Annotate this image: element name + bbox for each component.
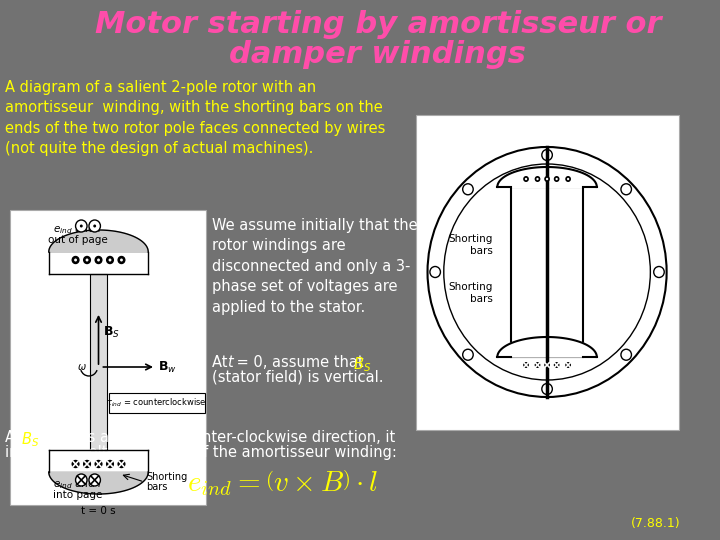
Circle shape — [120, 259, 123, 261]
Circle shape — [74, 259, 77, 261]
Circle shape — [89, 220, 100, 232]
Circle shape — [94, 225, 96, 227]
Text: bars: bars — [469, 246, 492, 256]
Circle shape — [89, 474, 100, 486]
Circle shape — [444, 164, 650, 380]
Circle shape — [535, 362, 541, 368]
FancyBboxPatch shape — [9, 210, 206, 505]
Circle shape — [97, 259, 100, 261]
Circle shape — [565, 362, 571, 368]
Text: out of page: out of page — [48, 235, 107, 245]
Circle shape — [430, 267, 441, 278]
Text: induces a voltage in bars of the amortisseur winding:: induces a voltage in bars of the amortis… — [5, 445, 397, 460]
Text: $B_S$: $B_S$ — [353, 355, 371, 374]
Text: t: t — [227, 355, 233, 370]
Bar — [510, 187, 583, 357]
Circle shape — [621, 184, 631, 195]
Circle shape — [118, 256, 125, 264]
Text: $e_{ind}$ and $i$: $e_{ind}$ and $i$ — [53, 222, 102, 236]
Polygon shape — [498, 167, 597, 187]
Text: damper windings: damper windings — [230, 40, 526, 69]
Text: Shorting: Shorting — [448, 282, 492, 292]
Text: $B_S$: $B_S$ — [21, 430, 40, 449]
Text: sweeps along in s counter-clockwise direction, it: sweeps along in s counter-clockwise dire… — [36, 430, 395, 445]
Circle shape — [95, 461, 102, 468]
Text: $e_{ind}$ and $i$: $e_{ind}$ and $i$ — [53, 477, 102, 491]
Text: t = 0 s: t = 0 s — [81, 506, 116, 516]
Text: We assume initially that the
rotor windings are
disconnected and only a 3-
phase: We assume initially that the rotor windi… — [212, 218, 418, 315]
Text: $e_{ind} = \left( v \times B \right) \cdot l$: $e_{ind} = \left( v \times B \right) \cd… — [186, 468, 377, 498]
Circle shape — [556, 178, 558, 180]
Circle shape — [542, 150, 552, 160]
Circle shape — [463, 349, 473, 360]
Circle shape — [544, 362, 550, 368]
FancyBboxPatch shape — [416, 115, 679, 430]
Circle shape — [535, 176, 541, 182]
Circle shape — [525, 178, 527, 180]
Text: At: At — [212, 355, 233, 370]
Circle shape — [565, 176, 571, 182]
Polygon shape — [49, 472, 148, 494]
Circle shape — [107, 461, 113, 468]
Circle shape — [523, 362, 529, 368]
Circle shape — [523, 176, 529, 182]
Text: $\tau_{ind}$ = counterclockwise: $\tau_{ind}$ = counterclockwise — [107, 397, 207, 409]
Text: bars: bars — [469, 294, 492, 304]
FancyBboxPatch shape — [109, 393, 204, 413]
Circle shape — [544, 176, 550, 182]
Circle shape — [76, 474, 87, 486]
Text: Motor starting by amortisseur or: Motor starting by amortisseur or — [94, 10, 661, 39]
Circle shape — [428, 147, 667, 397]
Text: (stator field) is vertical.: (stator field) is vertical. — [212, 370, 384, 385]
Circle shape — [95, 256, 102, 264]
Polygon shape — [498, 337, 597, 357]
Text: (7.88.1): (7.88.1) — [631, 517, 681, 530]
Circle shape — [72, 461, 79, 468]
Text: = 0, assume that: = 0, assume that — [233, 355, 369, 370]
Circle shape — [542, 383, 552, 395]
Circle shape — [463, 184, 473, 195]
Circle shape — [118, 461, 125, 468]
Polygon shape — [49, 230, 148, 252]
Circle shape — [72, 256, 79, 264]
Circle shape — [567, 178, 570, 180]
Text: into page: into page — [53, 490, 102, 500]
Text: As: As — [5, 430, 27, 445]
Circle shape — [84, 256, 91, 264]
Circle shape — [654, 267, 665, 278]
Text: $\mathbf{B}_S$: $\mathbf{B}_S$ — [103, 325, 120, 340]
Circle shape — [86, 259, 89, 261]
Circle shape — [536, 178, 539, 180]
Text: Shorting: Shorting — [448, 234, 492, 244]
Bar — [90, 274, 107, 450]
Circle shape — [554, 362, 559, 368]
Circle shape — [621, 349, 631, 360]
Text: $\omega$: $\omega$ — [78, 362, 87, 372]
Circle shape — [109, 259, 112, 261]
Circle shape — [80, 225, 83, 227]
Text: bars: bars — [146, 482, 168, 492]
Circle shape — [84, 461, 91, 468]
Circle shape — [554, 176, 559, 182]
Circle shape — [107, 256, 113, 264]
Text: Shorting: Shorting — [146, 472, 188, 482]
Text: $\mathbf{B}_w$: $\mathbf{B}_w$ — [158, 360, 176, 375]
Circle shape — [76, 220, 87, 232]
Text: A diagram of a salient 2-pole rotor with an
amortisseur  winding, with the short: A diagram of a salient 2-pole rotor with… — [5, 80, 385, 156]
Circle shape — [546, 178, 548, 180]
